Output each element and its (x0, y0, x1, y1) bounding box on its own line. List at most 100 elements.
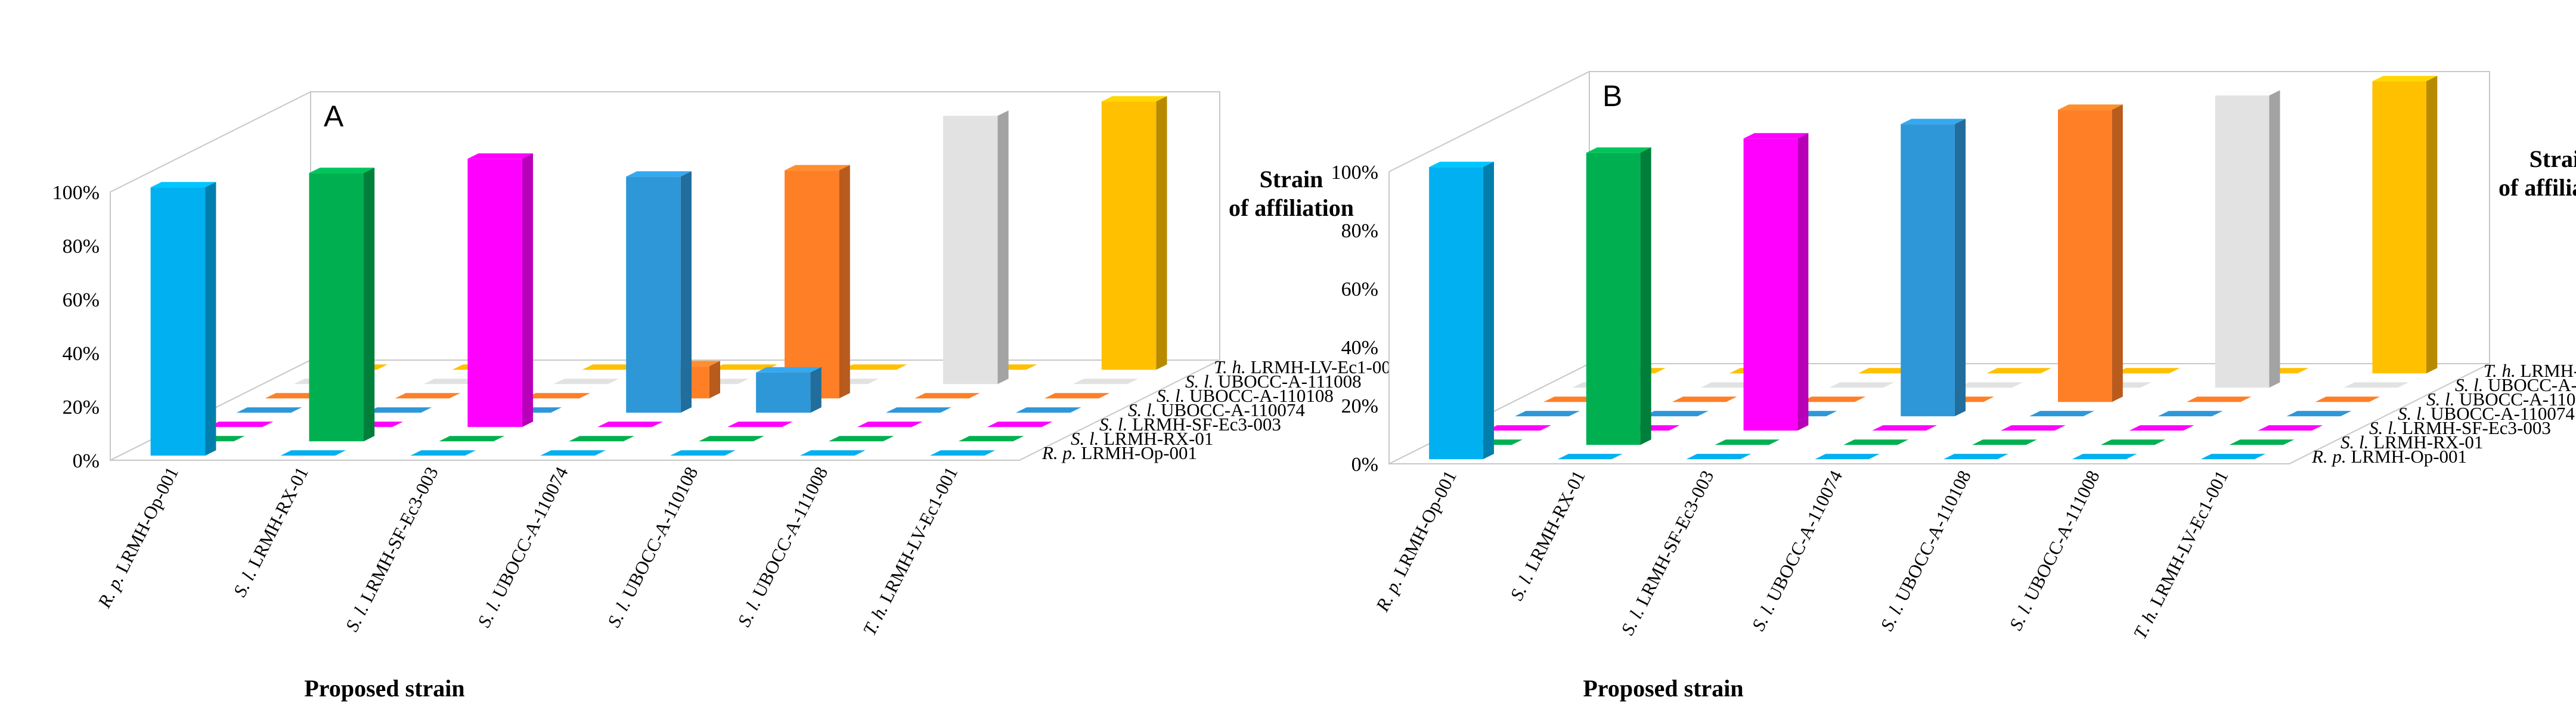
bar (756, 367, 822, 413)
affiliation-strain-label: S. l. LRMH-SF-Ec3-003 (1099, 414, 1281, 435)
bar-flat (597, 422, 663, 427)
bar-flat (2343, 382, 2409, 388)
bar (236, 407, 302, 413)
bar (1715, 439, 1780, 445)
strain-prefix: S. l. (2341, 432, 2369, 453)
strain-name: LRMH-LV-Ec1-001 (875, 463, 962, 606)
strain-prefix: S. l. (2398, 403, 2426, 424)
bar-top (1743, 133, 1809, 139)
bar (1901, 119, 1966, 417)
y-tick-label: 80% (63, 235, 100, 258)
bar (1015, 407, 1081, 413)
bar-flat (395, 393, 461, 399)
bar (2200, 454, 2266, 460)
strain-name: LRMH-SF-Ec3-003 (356, 463, 442, 605)
bar-top (785, 165, 850, 171)
y-tick-label: 20% (63, 396, 100, 419)
bar (929, 450, 996, 456)
bar (699, 436, 764, 442)
strain-name: UBOCC-A-110074 (488, 463, 572, 602)
strain-name: UBOCC-A-111008 (748, 463, 832, 600)
bar-top (943, 110, 1009, 116)
strain-prefix: R. p. (93, 571, 128, 612)
strain-prefix: R. p. (2311, 446, 2346, 467)
bar (1072, 379, 1139, 385)
strain-name: UBOCC-A-110108 (1891, 467, 1975, 605)
depth-axis-title: of affiliation (2498, 174, 2576, 201)
bar (799, 450, 866, 456)
bar-flat (525, 393, 591, 399)
affiliation-strain-label: S. l. UBOCC-A-110074 (1128, 399, 1305, 420)
affiliation-strain-label: S. l. LRMH-RX-01 (2341, 432, 2483, 453)
bar-flat (236, 407, 302, 413)
bar (2029, 411, 2094, 417)
bar (2315, 396, 2380, 402)
strain-prefix: T. h. (1214, 357, 1246, 377)
bar (553, 379, 619, 385)
bar-front (150, 187, 206, 456)
y-tick-label: 0% (73, 450, 100, 472)
strain-name: LRMH-RX-01 (2373, 432, 2483, 453)
strain-name: LRMH-Op-001 (1390, 467, 1461, 579)
y-tick-label: 60% (63, 289, 100, 311)
y-tick-label: 100% (52, 182, 100, 204)
affiliation-strain-label: R. p. LRMH-Op-001 (2311, 446, 2467, 467)
bar (1972, 439, 2037, 445)
bar (943, 110, 1009, 385)
proposed-strain-label: T. h. LRMH-LV-Ec1-001 (2129, 467, 2232, 642)
bar-front (1743, 138, 1798, 431)
bar-flat (958, 436, 1024, 442)
bar (309, 168, 375, 442)
strain-prefix: T. h. (858, 601, 892, 639)
y-tick-label: 0% (1351, 454, 1378, 476)
bar-side (1640, 147, 1651, 445)
strain-prefix: T. h. (2484, 360, 2516, 381)
bar-side (2426, 76, 2438, 374)
strain-name: UBOCC-A-110074 (2431, 403, 2575, 424)
strain-prefix: S. l. (473, 596, 505, 631)
bar-flat (1643, 411, 1709, 417)
proposed-strain-label: S. l. LRMH-RX-01 (229, 463, 312, 600)
bar (439, 436, 505, 442)
bar-flat (1986, 368, 2052, 374)
strain-name: LRMH-SF-Ec3-003 (1132, 414, 1281, 435)
bar-top (1101, 96, 1167, 102)
bar-side (810, 367, 822, 413)
bar-top (2215, 90, 2280, 96)
bar-flat (2286, 411, 2352, 417)
bar-flat (2129, 425, 2194, 431)
bar-flat (1958, 382, 2023, 388)
bar-front (626, 176, 681, 413)
back-wall (310, 91, 1220, 361)
bar-side (205, 182, 216, 456)
bar-front (1429, 167, 1483, 460)
strain-prefix: S. l. (2005, 599, 2036, 634)
bar (540, 450, 606, 456)
strain-prefix: T. h. (2129, 605, 2162, 643)
affiliation-strain-label: R. p. LRMH-Op-001 (1041, 442, 1197, 463)
strain-name: UBOCC-A-110108 (2459, 389, 2576, 410)
bar (1557, 454, 1623, 460)
strain-name: UBOCC-A-110108 (618, 463, 702, 601)
bar-top (626, 171, 692, 177)
bar-top (467, 153, 534, 159)
bar-flat (987, 422, 1053, 427)
bar-flat (1972, 439, 2037, 445)
bar (1843, 439, 1909, 445)
strain-name: LRMH-Op-001 (111, 463, 183, 576)
bar (1943, 454, 2008, 460)
y-tick-label: 40% (63, 343, 100, 365)
bar-front (943, 116, 998, 385)
depth-axis-title: Strain (1260, 166, 1323, 193)
bar (597, 422, 663, 427)
bar-flat (914, 393, 980, 399)
bar-flat (2258, 425, 2323, 431)
bar-front (309, 173, 364, 442)
affiliation-strain-label: T. h. LRMH-LV-Ec1-001 (1214, 357, 1400, 377)
bar-side (709, 361, 720, 399)
affiliation-strain-label: T. h. LRMH-LV-Ec1-001 (2484, 360, 2576, 381)
bar-flat (1800, 396, 1866, 402)
bar (1101, 96, 1167, 370)
proposed-strain-label: S. l. UBOCC-A-110108 (1876, 467, 1975, 634)
bar-side (680, 171, 692, 413)
